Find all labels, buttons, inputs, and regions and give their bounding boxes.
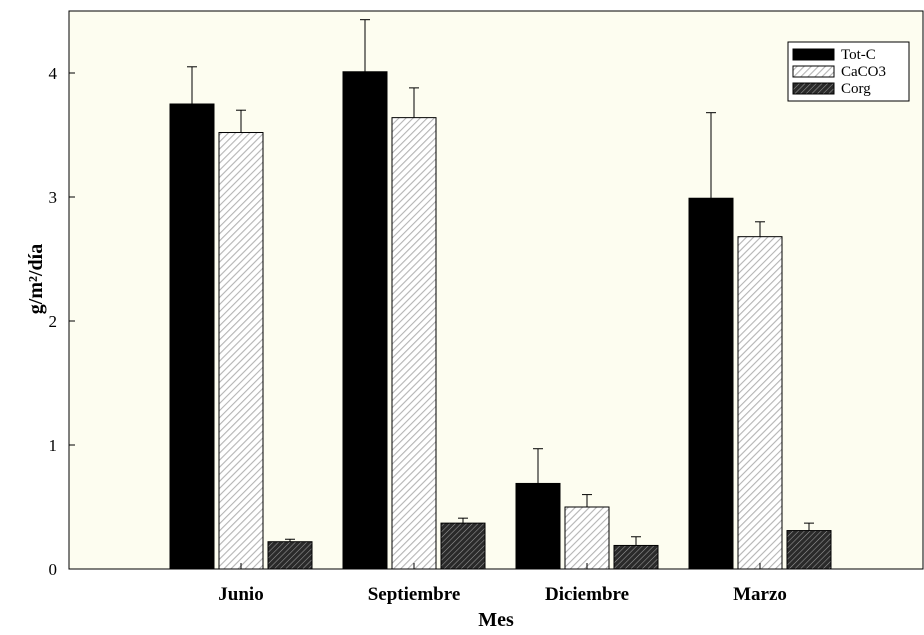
- bars-layer: [169, 19, 832, 570]
- y-tick-label: 0: [49, 560, 58, 579]
- bar-caco3-junio: [218, 132, 264, 570]
- bar-caco3-diciembre: [564, 506, 610, 570]
- x-category-label: Diciembre: [545, 584, 629, 605]
- y-tick-label: 4: [49, 64, 58, 83]
- bar-tot-c-marzo: [688, 197, 734, 570]
- y-axis-title: g/m²/día: [25, 244, 47, 314]
- axes-layer: 0 1 2 3 4 Junio Septiembre Diciembre Marzo Mes g/m…: [25, 10, 924, 631]
- legend-label-corg: Corg: [841, 81, 871, 97]
- bar-corg-septiembre: [440, 522, 486, 570]
- bar-caco3-marzo: [737, 236, 783, 570]
- bar-corg-diciembre: [613, 544, 659, 570]
- y-tick-label: 3: [49, 188, 58, 207]
- x-category-label: Junio: [218, 584, 263, 605]
- legend-swatch-tot-c: [792, 48, 835, 61]
- bar-corg-junio: [267, 541, 313, 570]
- y-tick-label: 1: [49, 436, 58, 455]
- legend-label-caco3: CaCO3: [841, 64, 886, 80]
- bar-tot-c-diciembre: [515, 482, 561, 570]
- legend-swatch-corg: [792, 82, 835, 95]
- x-category-label: Marzo: [733, 584, 787, 605]
- legend-label-tot-c: Tot-C: [841, 47, 876, 63]
- y-tick-label: 2: [49, 312, 58, 331]
- plot-frame: [68, 10, 924, 570]
- legend-swatch-caco3: [792, 65, 835, 78]
- bar-corg-marzo: [786, 530, 832, 570]
- x-axis-title: Mes: [478, 609, 514, 630]
- x-category-label: Septiembre: [368, 584, 461, 605]
- bar-tot-c-junio: [169, 103, 215, 570]
- bar-caco3-septiembre: [391, 117, 437, 570]
- bar-tot-c-septiembre: [342, 71, 388, 570]
